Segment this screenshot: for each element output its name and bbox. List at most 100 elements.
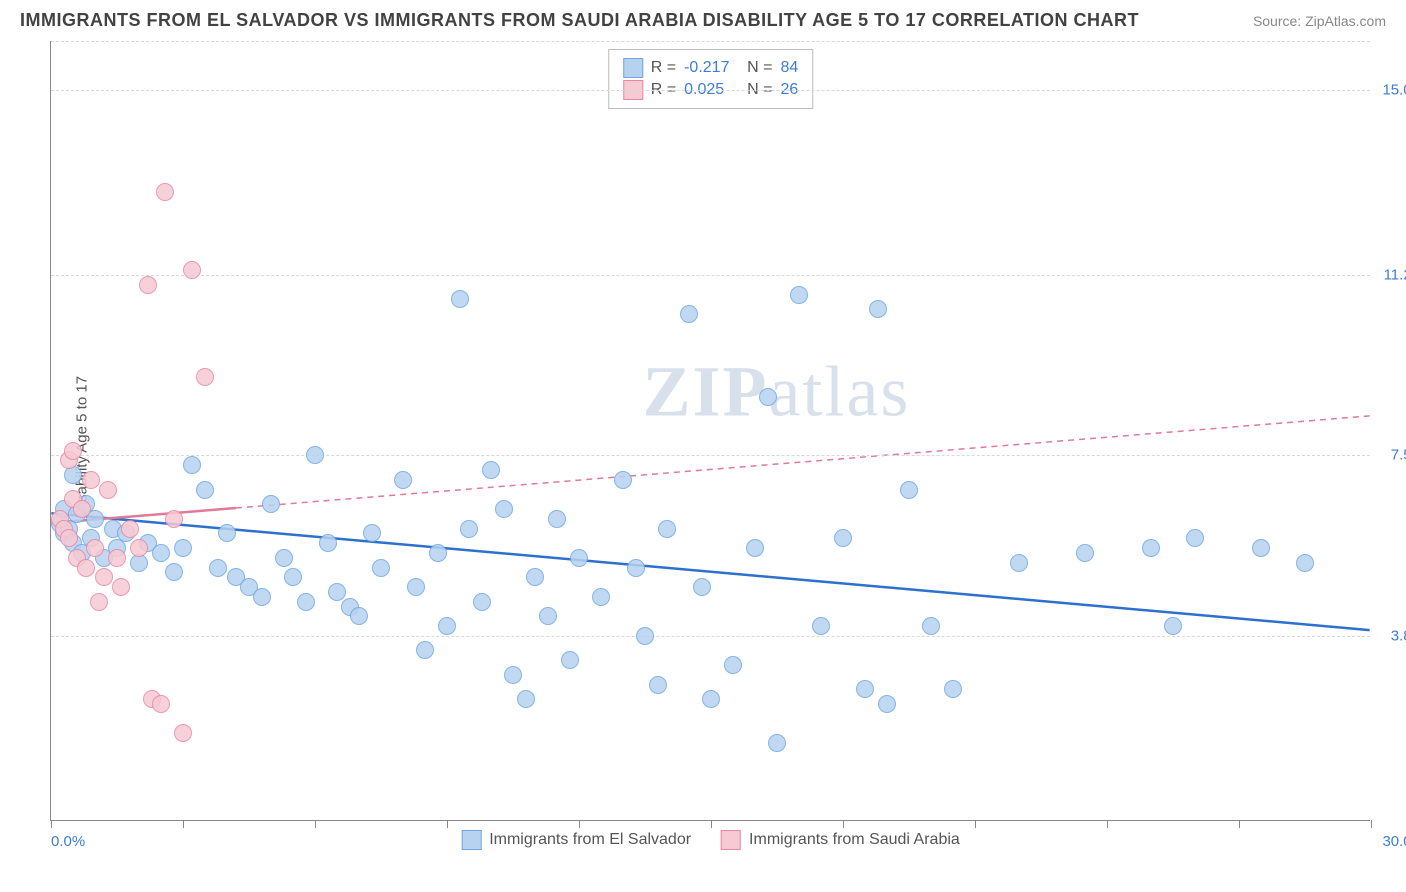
data-point [73, 500, 91, 518]
data-point [262, 495, 280, 513]
data-point [922, 617, 940, 635]
x-tick [315, 820, 316, 828]
data-point [218, 524, 236, 542]
legend-correlation: R = -0.217 N = 84 R = 0.025 N = 26 [608, 49, 813, 109]
data-point [627, 559, 645, 577]
data-point [372, 559, 390, 577]
data-point [856, 680, 874, 698]
gridline [51, 41, 1370, 42]
y-tick-label: 11.2% [1375, 267, 1406, 284]
data-point [60, 529, 78, 547]
data-point [328, 583, 346, 601]
legend-r-value: -0.217 [684, 59, 739, 77]
data-point [1252, 539, 1270, 557]
data-point [834, 529, 852, 547]
x-tick [447, 820, 448, 828]
legend-swatch [623, 58, 643, 78]
legend-swatch [461, 830, 481, 850]
data-point [526, 568, 544, 586]
data-point [482, 461, 500, 479]
data-point [473, 593, 491, 611]
data-point [869, 300, 887, 318]
data-point [86, 539, 104, 557]
data-point [658, 520, 676, 538]
gridline [51, 275, 1370, 276]
chart-header: IMMIGRANTS FROM EL SALVADOR VS IMMIGRANT… [0, 0, 1406, 36]
x-tick [1371, 820, 1372, 828]
data-point [517, 690, 535, 708]
data-point [130, 539, 148, 557]
data-point [570, 549, 588, 567]
data-point [592, 588, 610, 606]
legend-r-label: R = [651, 59, 676, 77]
legend-series-item: Immigrants from Saudi Arabia [721, 830, 960, 850]
data-point [759, 388, 777, 406]
x-tick [51, 820, 52, 828]
gridline [51, 455, 1370, 456]
data-point [209, 559, 227, 577]
data-point [1186, 529, 1204, 547]
data-point [812, 617, 830, 635]
data-point [196, 368, 214, 386]
data-point [495, 500, 513, 518]
x-tick [975, 820, 976, 828]
data-point [451, 290, 469, 308]
data-point [429, 544, 447, 562]
scatter-plot: ZIPatlas R = -0.217 N = 84 R = 0.025 N =… [50, 41, 1370, 821]
gridline [51, 636, 1370, 637]
data-point [165, 510, 183, 528]
data-point [416, 641, 434, 659]
x-tick [183, 820, 184, 828]
data-point [121, 520, 139, 538]
data-point [702, 690, 720, 708]
data-point [174, 539, 192, 557]
data-point [156, 183, 174, 201]
x-tick [1239, 820, 1240, 828]
x-tick [843, 820, 844, 828]
data-point [196, 481, 214, 499]
data-point [319, 534, 337, 552]
legend-row: R = -0.217 N = 84 [623, 58, 798, 78]
data-point [297, 593, 315, 611]
legend-series: Immigrants from El Salvador Immigrants f… [461, 830, 960, 850]
data-point [878, 695, 896, 713]
legend-n-value: 84 [780, 59, 798, 77]
data-point [768, 734, 786, 752]
data-point [438, 617, 456, 635]
y-tick-label: 15.0% [1375, 81, 1406, 98]
legend-swatch [721, 830, 741, 850]
x-tick [1107, 820, 1108, 828]
data-point [95, 568, 113, 586]
data-point [77, 559, 95, 577]
data-point [82, 471, 100, 489]
data-point [1076, 544, 1094, 562]
x-axis-max-label: 30.0% [1382, 833, 1406, 850]
data-point [614, 471, 632, 489]
data-point [253, 588, 271, 606]
data-point [108, 549, 126, 567]
data-point [90, 593, 108, 611]
x-axis-min-label: 0.0% [51, 833, 85, 850]
data-point [275, 549, 293, 567]
data-point [460, 520, 478, 538]
data-point [724, 656, 742, 674]
data-point [174, 724, 192, 742]
data-point [1164, 617, 1182, 635]
data-point [746, 539, 764, 557]
data-point [139, 276, 157, 294]
data-point [350, 607, 368, 625]
data-point [693, 578, 711, 596]
data-point [112, 578, 130, 596]
watermark: ZIPatlas [642, 350, 910, 433]
data-point [790, 286, 808, 304]
data-point [363, 524, 381, 542]
data-point [504, 666, 522, 684]
y-tick-label: 3.8% [1375, 627, 1406, 644]
data-point [407, 578, 425, 596]
data-point [944, 680, 962, 698]
data-point [548, 510, 566, 528]
legend-series-item: Immigrants from El Salvador [461, 830, 691, 850]
gridline [51, 90, 1370, 91]
data-point [152, 695, 170, 713]
x-tick [711, 820, 712, 828]
